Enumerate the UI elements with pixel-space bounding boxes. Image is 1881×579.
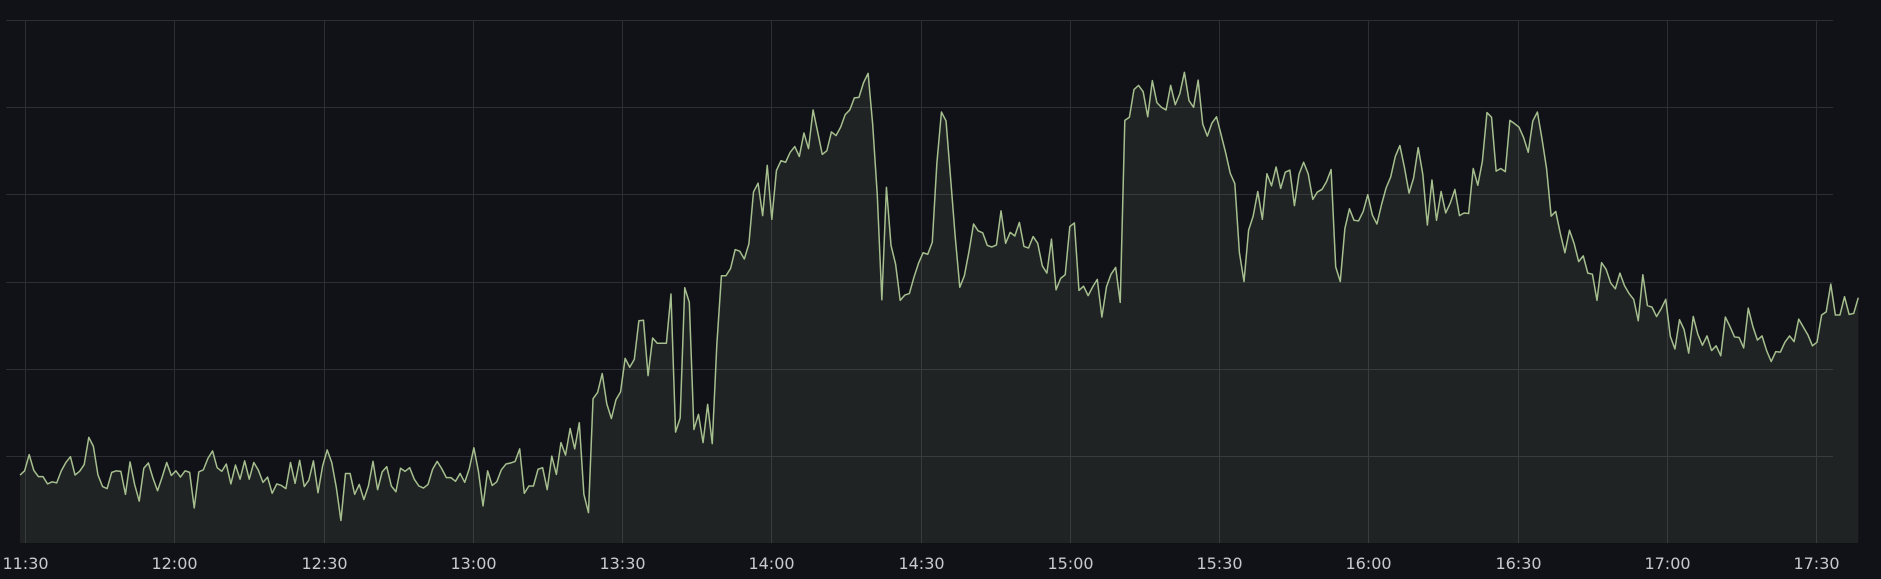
x-tick-label: 13:00	[450, 554, 496, 573]
x-tick-label: 13:30	[599, 554, 645, 573]
x-tick-label: 12:30	[301, 554, 347, 573]
series-area-fill	[20, 72, 1859, 544]
x-tick-label: 15:00	[1047, 554, 1093, 573]
x-tick-label: 11:30	[2, 554, 48, 573]
series-layer	[19, 71, 1860, 544]
grid-layer	[6, 20, 1833, 543]
x-tick-label: 17:30	[1793, 554, 1839, 573]
x-tick-label: 15:30	[1196, 554, 1242, 573]
x-tick-label: 12:00	[151, 554, 197, 573]
x-axis-tick-labels: 11:30 12:00 12:30 13:00 13:30 14:00 14:30 15:00…	[2, 554, 1839, 573]
x-tick-label: 16:30	[1495, 554, 1541, 573]
x-tick-label: 16:00	[1345, 554, 1391, 573]
x-tick-label: 14:00	[748, 554, 794, 573]
series-line	[19, 71, 1860, 522]
x-tick-label: 17:00	[1644, 554, 1690, 573]
x-tick-label: 14:30	[898, 554, 944, 573]
